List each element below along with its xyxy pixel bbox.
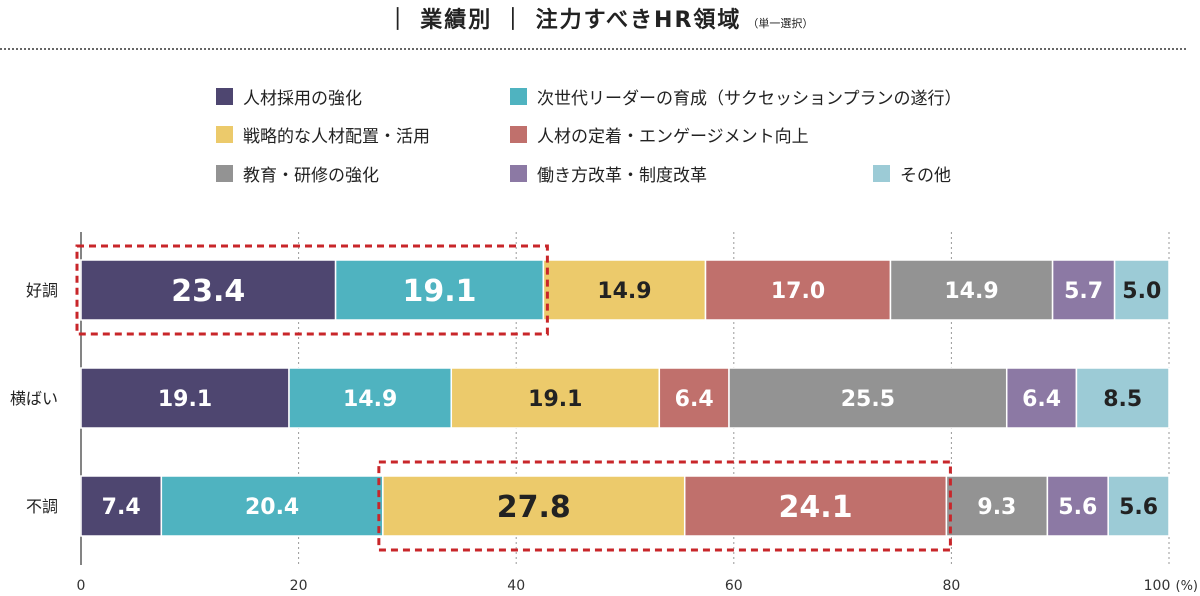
data-label: 9.3 [977, 495, 1016, 520]
legend-item-recruitment: 人材採用の強化 [216, 84, 362, 109]
bar-segment [1046, 475, 1109, 537]
bar-segment [450, 367, 661, 429]
bar-segment [1107, 475, 1170, 537]
category-label: 好調 [26, 281, 58, 300]
data-label: 20.4 [245, 495, 299, 520]
chart-title-area: ｜ 業績別 ｜ 注力すべきHR領域 （単一選択） [0, 2, 1200, 34]
data-label: 23.4 [171, 274, 245, 309]
legend-swatch [216, 126, 233, 143]
legend-swatch [510, 88, 527, 105]
x-tick-label: 40 [507, 578, 525, 594]
legend-label: 人材の定着・エンゲージメント向上 [537, 127, 809, 147]
data-label: 25.5 [841, 387, 895, 412]
x-axis-unit: (%) [1176, 579, 1199, 594]
data-label: 27.8 [497, 490, 571, 525]
legend-label: 教育・研修の強化 [243, 166, 379, 186]
data-label: 7.4 [102, 495, 141, 520]
data-label: 19.1 [528, 387, 582, 412]
data-label: 17.0 [771, 279, 825, 304]
legend-label: その他 [900, 166, 951, 186]
bar-segment [1075, 367, 1170, 429]
legend-item-work-reform: 働き方改革・制度改革 [510, 161, 707, 186]
legend-swatch [510, 165, 527, 182]
data-label: 6.4 [1022, 387, 1061, 412]
data-label: 19.1 [158, 387, 212, 412]
data-label: 24.1 [779, 490, 853, 525]
bar-segment [80, 475, 163, 537]
data-label: 19.1 [402, 274, 476, 309]
legend-swatch [873, 165, 890, 182]
bar-segment [1051, 259, 1116, 321]
bar-segment [889, 259, 1054, 321]
x-tick-label: 100 [1144, 578, 1171, 594]
bar-segment [382, 475, 686, 537]
legend-label: 人材採用の強化 [243, 89, 362, 109]
legend-swatch [216, 165, 233, 182]
legend-swatch [510, 126, 527, 143]
x-tick-label: 80 [942, 578, 960, 594]
data-label: 5.7 [1064, 279, 1103, 304]
chart-title-note: （単一選択） [747, 17, 814, 30]
title-divider [0, 48, 1186, 50]
legend-item-next-leaders: 次世代リーダーの育成（サクセッションプランの遂行） [510, 84, 962, 109]
category-label: 不調 [26, 497, 58, 516]
legend-item-other: その他 [873, 161, 951, 186]
legend-label: 戦略的な人材配置・活用 [243, 127, 430, 147]
legend-label: 働き方改革・制度改革 [537, 166, 707, 186]
bar-segment [704, 259, 892, 321]
bar-segment [288, 367, 453, 429]
legend-item-engagement: 人材の定着・エンゲージメント向上 [510, 122, 809, 147]
bar-segment [945, 475, 1049, 537]
legend-item-placement: 戦略的な人材配置・活用 [216, 122, 430, 147]
x-tick-label: 0 [77, 578, 86, 594]
bar-segment [683, 475, 948, 537]
x-tick-label: 20 [290, 578, 308, 594]
data-label: 14.9 [343, 387, 397, 412]
x-tick-label: 60 [725, 578, 743, 594]
data-label: 5.0 [1122, 279, 1161, 304]
data-label: 8.5 [1103, 387, 1142, 412]
highlight-frame [75, 244, 549, 336]
bar-segment [728, 367, 1008, 429]
highlight-frame [377, 460, 952, 552]
legend-label: 次世代リーダーの育成（サクセッションプランの遂行） [537, 89, 962, 109]
data-label: 14.9 [944, 279, 998, 304]
legend-item-training: 教育・研修の強化 [216, 161, 379, 186]
bar-segment [658, 367, 730, 429]
chart-title: ｜ 業績別 ｜ 注力すべきHR領域 [386, 8, 742, 33]
bar-segment [160, 475, 384, 537]
bar-segment [1113, 259, 1170, 321]
data-label: 5.6 [1119, 495, 1158, 520]
data-label: 14.9 [597, 279, 651, 304]
data-label: 5.6 [1058, 495, 1097, 520]
category-label: 横ばい [10, 389, 58, 408]
data-label: 6.4 [675, 387, 714, 412]
bar-segment [334, 259, 545, 321]
bar-segment [80, 259, 337, 321]
bar-segment [1005, 367, 1078, 429]
legend: 人材採用の強化 次世代リーダーの育成（サクセッションプランの遂行） 戦略的な人材… [216, 84, 1016, 194]
bar-segment [80, 367, 290, 429]
legend-swatch [216, 88, 233, 105]
